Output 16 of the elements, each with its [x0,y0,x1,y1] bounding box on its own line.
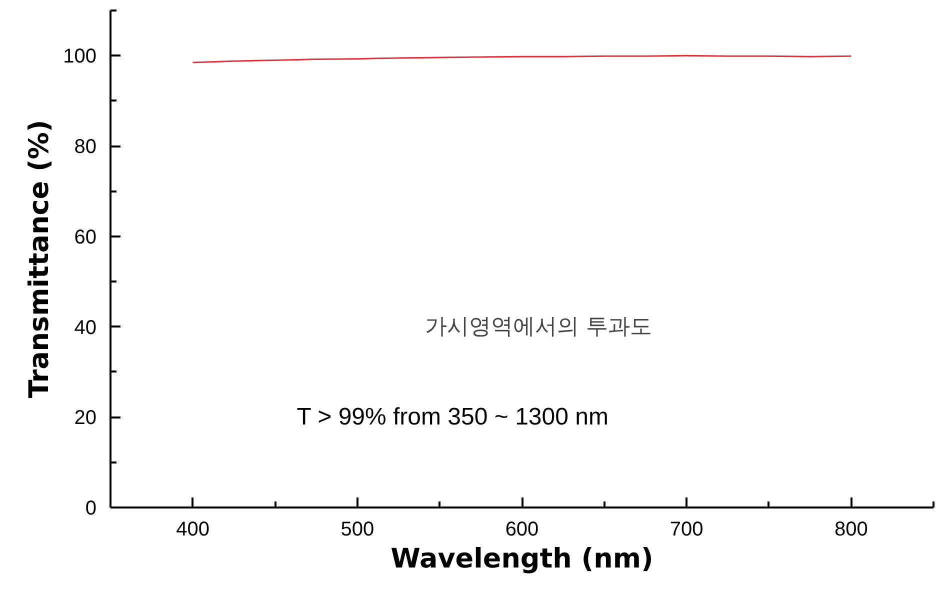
x-tick-label: 700 [670,518,704,540]
y-tick-label: 0 [85,498,96,520]
y-axis-title: Transmittance (%) [24,120,56,398]
y-tick-label: 40 [74,316,97,339]
annotation: 가시영역에서의 투과도 [424,314,652,340]
x-tick-label: 400 [176,518,210,540]
x-axis-title: Wavelength (nm) [390,544,654,574]
x-tick-label: 500 [340,518,374,540]
y-tick-label: 100 [63,46,97,68]
y-tick-label: 60 [74,226,97,248]
annotation: T > 99% from 350 ~ 1300 nm [296,404,608,431]
line-series [192,54,852,64]
y-tick-label: 20 [74,407,97,430]
y-tick-label: 80 [74,136,97,158]
x-tick-label: 600 [505,518,539,540]
x-tick-label: 800 [834,518,868,540]
